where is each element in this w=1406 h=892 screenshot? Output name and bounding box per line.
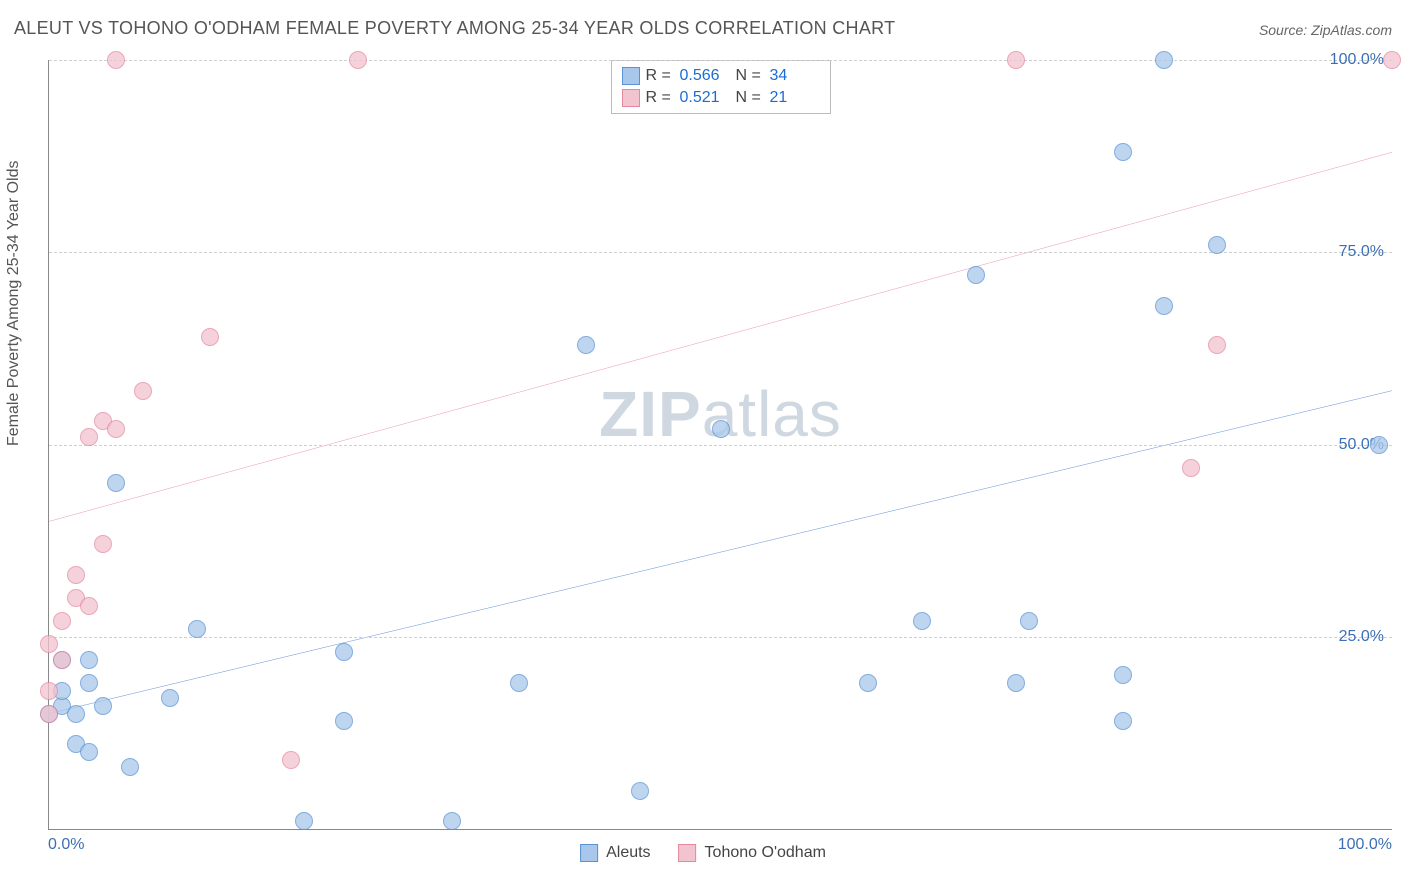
data-point-tohono [40,682,58,700]
data-point-aleuts [1114,666,1132,684]
legend-label-tohono: Tohono O'odham [705,844,826,862]
data-point-tohono [1182,459,1200,477]
r-label: R = [646,89,674,107]
data-point-tohono [107,420,125,438]
gridline [49,637,1392,638]
data-point-aleuts [1020,612,1038,630]
trendline-aleuts [49,391,1392,714]
watermark: ZIPatlas [599,377,842,451]
data-point-aleuts [295,812,313,830]
y-tick-label: 75.0% [1339,243,1384,261]
data-point-aleuts [335,643,353,661]
data-point-tohono [134,382,152,400]
stat-row-aleuts: R = 0.566 N = 34 [622,65,820,87]
y-tick-label: 25.0% [1339,628,1384,646]
gridline [49,445,1392,446]
data-point-aleuts [1114,143,1132,161]
data-point-aleuts [712,420,730,438]
legend-item-tohono: Tohono O'odham [679,844,826,862]
legend-label-aleuts: Aleuts [606,844,650,862]
data-point-aleuts [631,782,649,800]
n-label: N = [736,89,764,107]
data-point-aleuts [577,336,595,354]
plot-area: ZIPatlas R = 0.566 N = 34 R = 0.521 N = … [48,60,1392,830]
gridline [49,60,1392,61]
data-point-aleuts [967,266,985,284]
data-point-aleuts [859,674,877,692]
data-point-aleuts [161,689,179,707]
data-point-aleuts [67,705,85,723]
data-point-tohono [53,612,71,630]
stat-row-tohono: R = 0.521 N = 21 [622,87,820,109]
data-point-tohono [40,635,58,653]
data-point-aleuts [80,674,98,692]
r-value-tohono: 0.521 [680,89,730,107]
data-point-tohono [201,328,219,346]
data-point-aleuts [335,712,353,730]
data-point-tohono [80,428,98,446]
data-point-tohono [67,566,85,584]
data-point-aleuts [443,812,461,830]
y-axis-title: Female Poverty Among 25-34 Year Olds [5,161,23,447]
swatch-tohono [622,89,640,107]
data-point-aleuts [188,620,206,638]
n-label: N = [736,67,764,85]
gridline [49,252,1392,253]
data-point-tohono [1007,51,1025,69]
data-point-aleuts [1114,712,1132,730]
data-point-aleuts [107,474,125,492]
legend-swatch-aleuts [580,844,598,862]
data-point-aleuts [1208,236,1226,254]
chart-container: ALEUT VS TOHONO O'ODHAM FEMALE POVERTY A… [0,0,1406,892]
chart-title: ALEUT VS TOHONO O'ODHAM FEMALE POVERTY A… [14,18,895,39]
n-value-aleuts: 34 [770,67,820,85]
data-point-tohono [1208,336,1226,354]
data-point-aleuts [94,697,112,715]
r-label: R = [646,67,674,85]
data-point-aleuts [1370,436,1388,454]
correlation-stats-box: R = 0.566 N = 34 R = 0.521 N = 21 [611,60,831,114]
watermark-bold: ZIP [599,378,702,450]
data-point-aleuts [913,612,931,630]
r-value-aleuts: 0.566 [680,67,730,85]
data-point-tohono [53,651,71,669]
data-point-tohono [40,705,58,723]
data-point-tohono [1383,51,1401,69]
data-point-tohono [80,597,98,615]
data-point-aleuts [1007,674,1025,692]
data-point-aleuts [121,758,139,776]
legend-swatch-tohono [679,844,697,862]
x-tick-max: 100.0% [1338,836,1392,854]
data-point-aleuts [1155,297,1173,315]
y-tick-label: 100.0% [1330,51,1384,69]
legend-item-aleuts: Aleuts [580,844,650,862]
data-point-aleuts [80,743,98,761]
watermark-light: atlas [702,378,842,450]
x-tick-min: 0.0% [48,836,84,854]
data-point-tohono [107,51,125,69]
swatch-aleuts [622,67,640,85]
source-attribution: Source: ZipAtlas.com [1259,22,1392,38]
data-point-tohono [94,535,112,553]
data-point-aleuts [510,674,528,692]
data-point-aleuts [1155,51,1173,69]
data-point-tohono [349,51,367,69]
data-point-aleuts [80,651,98,669]
data-point-tohono [282,751,300,769]
bottom-legend: Aleuts Tohono O'odham [580,844,826,862]
n-value-tohono: 21 [770,89,820,107]
